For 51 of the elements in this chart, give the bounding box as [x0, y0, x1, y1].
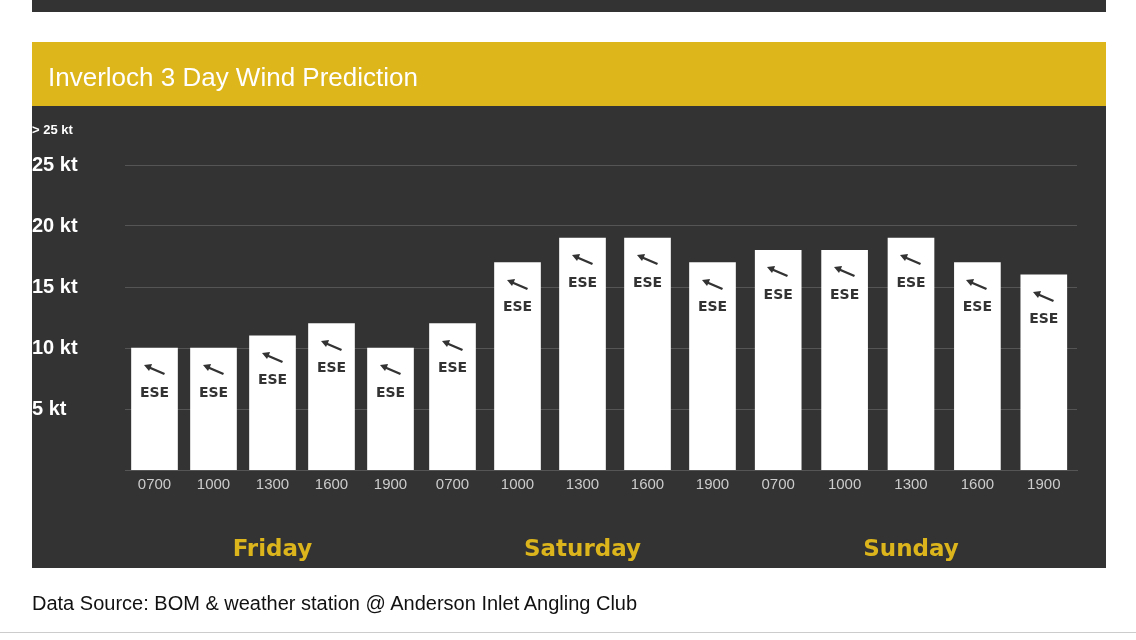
- bar: [249, 335, 296, 470]
- bar: [754, 250, 802, 470]
- y-axis-title: > 25 kt: [32, 121, 74, 137]
- bar: [1020, 274, 1068, 470]
- x-tick-label: 1600: [314, 475, 349, 493]
- data-label: ESE: [697, 298, 728, 315]
- source-note: Data Source: BOM & weather station @ Anderson Inlet Angling Club: [32, 592, 638, 615]
- x-axis-title: Friday: [232, 535, 313, 562]
- x-tick-label: 1600: [630, 475, 665, 493]
- y-tick-label: 25 kt: [32, 152, 78, 175]
- data-label: ESE: [896, 273, 926, 290]
- bar: [190, 347, 237, 470]
- data-label: ESE: [198, 383, 229, 400]
- x-tick-label: 1300: [255, 475, 290, 493]
- bar: [131, 347, 178, 470]
- data-label: ESE: [437, 359, 468, 376]
- x-tick-label: 1900: [1027, 475, 1061, 493]
- bar: [821, 250, 868, 470]
- data-label: ESE: [962, 298, 993, 315]
- bar: [308, 323, 355, 470]
- data-label: ESE: [567, 273, 598, 290]
- x-tick-label: 0700: [137, 475, 172, 493]
- x-tick-label: 1000: [827, 475, 862, 493]
- x-tick-label: 1300: [565, 475, 600, 493]
- data-label: ESE: [502, 298, 533, 315]
- x-axis-title: Saturday: [523, 535, 642, 562]
- y-tick-label: 5 kt: [32, 396, 67, 419]
- x-tick-label: 1000: [196, 475, 231, 493]
- x-tick-label: 0700: [761, 475, 795, 493]
- data-label: ESE: [1029, 310, 1059, 327]
- x-tick-label: 0700: [435, 475, 470, 493]
- data-label: ESE: [763, 286, 793, 303]
- data-label: ESE: [139, 383, 170, 400]
- data-label: ESE: [316, 359, 347, 376]
- x-tick-label: 1300: [894, 475, 928, 493]
- x-axis-title: Sunday: [863, 535, 959, 562]
- chart-title: Inverloch 3 Day Wind Prediction: [48, 62, 418, 92]
- bar: [367, 347, 414, 470]
- data-label: ESE: [257, 371, 288, 388]
- x-tick-label: 1900: [695, 475, 730, 493]
- data-label: ESE: [829, 286, 860, 303]
- data-label: ESE: [632, 273, 663, 290]
- x-tick-label: 1900: [373, 475, 408, 493]
- bar: [954, 262, 1001, 470]
- y-tick-label: 15 kt: [32, 274, 78, 297]
- bar: [887, 237, 935, 470]
- y-tick-label: 10 kt: [32, 335, 78, 358]
- y-tick-label: 20 kt: [32, 213, 78, 236]
- x-tick-label: 1000: [500, 475, 535, 493]
- x-tick-label: 1600: [960, 475, 995, 493]
- data-label: ESE: [375, 383, 406, 400]
